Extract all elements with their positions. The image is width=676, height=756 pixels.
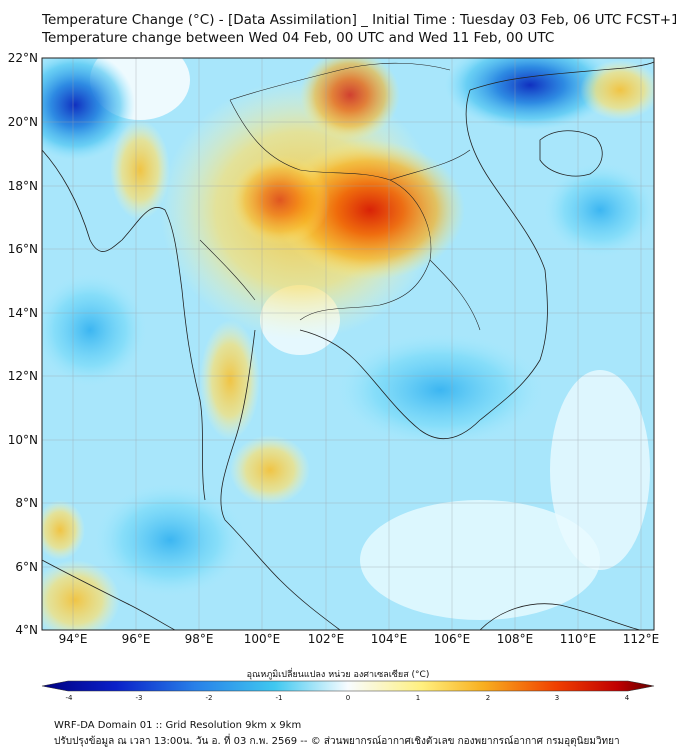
- lon-label-108e: 108°E: [496, 632, 534, 646]
- lon-label-100e: 100°E: [243, 632, 281, 646]
- colorbar-tick: -4: [65, 694, 73, 702]
- plot-frame: [41, 57, 655, 631]
- title-line-1: Temperature Change (°C) - [Data Assimila…: [42, 12, 676, 28]
- lon-label-106e: 106°E: [433, 632, 471, 646]
- footer-credit: ปรับปรุงข้อมูล ณ เวลา 13:00น. วัน อ. ที่…: [54, 736, 620, 747]
- graticule: [42, 58, 654, 630]
- lon-label-112e: 112°E: [622, 632, 660, 646]
- colorbar-tick: 3: [554, 694, 560, 702]
- lon-label-98e: 98°E: [184, 632, 214, 646]
- colorbar-tick: 1: [415, 694, 421, 702]
- lat-label-18n: 18°N: [7, 179, 38, 193]
- lat-label-14n: 14°N: [7, 306, 38, 320]
- lat-label-8n: 8°N: [15, 496, 38, 510]
- colorbar-tick: -2: [205, 694, 213, 702]
- colorbar-tick: 4: [624, 694, 630, 702]
- lon-label-110e: 110°E: [559, 632, 597, 646]
- footer-model-info: WRF-DA Domain 01 :: Grid Resolution 9km …: [54, 720, 302, 731]
- colorbar-tick: 2: [485, 694, 491, 702]
- coastlines: [42, 61, 654, 630]
- lat-label-16n: 16°N: [7, 242, 38, 256]
- colorbar-tick: -1: [275, 694, 283, 702]
- lat-label-4n: 4°N: [15, 623, 38, 637]
- lat-label-10n: 10°N: [7, 433, 38, 447]
- lon-label-104e: 104°E: [370, 632, 408, 646]
- title-line-2: Temperature change between Wed 04 Feb, 0…: [42, 30, 555, 46]
- field-layer: [42, 58, 654, 630]
- lon-label-96e: 96°E: [121, 632, 151, 646]
- colorbar: [41, 680, 655, 692]
- lat-label-12n: 12°N: [7, 369, 38, 383]
- lat-label-20n: 20°N: [7, 115, 38, 129]
- colorbar-label: อุณหภูมิเปลี่ยนแปลง หน่วย องศาเซลเซียส (…: [246, 670, 430, 680]
- colorbar-tick: -3: [135, 694, 143, 702]
- lon-label-102e: 102°E: [307, 632, 345, 646]
- lon-label-94e: 94°E: [58, 632, 88, 646]
- lat-label-22n: 22°N: [7, 51, 38, 65]
- colorbar-tick: 0: [345, 694, 351, 702]
- lat-label-6n: 6°N: [15, 560, 38, 574]
